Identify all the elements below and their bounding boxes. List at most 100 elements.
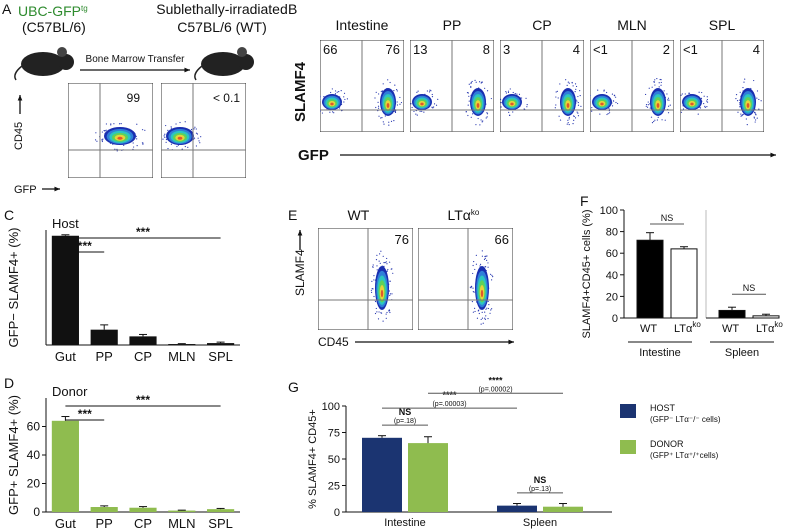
significance-label: ****: [442, 390, 457, 400]
event-dot: [589, 95, 590, 96]
event-dot: [559, 119, 562, 121]
event-dot: [482, 322, 484, 324]
event-dot: [649, 107, 651, 109]
event-dot: [197, 137, 199, 139]
event-dot: [577, 112, 579, 114]
event-dot: [512, 111, 514, 113]
event-dot: [526, 104, 528, 106]
plot-title: WT: [348, 207, 370, 223]
event-dot: [320, 110, 321, 112]
event-dot: [753, 117, 755, 119]
event-dot: [475, 254, 477, 256]
event-dot: [745, 118, 747, 120]
event-dot: [678, 106, 679, 107]
panel-letter: C: [4, 207, 14, 223]
event-dot: [470, 116, 472, 118]
event-dot: [606, 113, 608, 116]
event-dot: [575, 88, 577, 90]
significance-label: ***: [78, 407, 92, 421]
bar: [362, 437, 402, 512]
legend-detail: (GFP⁺ LTα⁺/⁺cells): [650, 451, 719, 460]
event-dot: [497, 103, 498, 104]
event-dot: [375, 259, 378, 261]
event-dot: [386, 311, 388, 314]
event-dot: [736, 100, 739, 102]
event-dot: [317, 94, 318, 95]
x-tick-label: WT: [722, 323, 739, 335]
event-dot: [738, 102, 741, 104]
significance-p: (p=.00002): [478, 386, 512, 393]
event-dot: [343, 96, 345, 98]
event-dot: [162, 138, 164, 140]
event-dot: [706, 101, 709, 103]
event-dot: [344, 98, 346, 101]
bar: [90, 507, 118, 512]
recipient-label: C57BL/6 (WT): [177, 19, 266, 35]
mouse-tail: [194, 65, 203, 81]
event-dot: [525, 97, 527, 99]
y-tick-label: 60: [27, 420, 41, 434]
event-dot: [376, 254, 378, 256]
event-dot: [577, 104, 580, 106]
x-tick-label: Intestine: [384, 517, 426, 529]
x-tick-label: MLN: [168, 349, 195, 364]
event-dot: [514, 92, 516, 95]
event-dot: [574, 117, 577, 119]
event-dot: [704, 105, 706, 107]
event-dot: [512, 91, 514, 94]
event-dot: [415, 113, 417, 115]
event-dot: [486, 112, 488, 114]
event-dot: [389, 294, 391, 297]
event-dot: [474, 79, 476, 81]
y-tick-label: 20: [27, 477, 41, 491]
event-dot: [484, 318, 486, 320]
event-dot: [579, 90, 581, 92]
event-dot: [175, 123, 177, 125]
event-dot: [480, 82, 482, 84]
event-dot: [338, 90, 340, 93]
event-dot: [384, 115, 386, 117]
legend-label: HOST: [650, 403, 676, 413]
event-dot: [378, 260, 380, 262]
flow-plot: [318, 228, 413, 330]
event-dot: [132, 142, 134, 144]
event-dot: [429, 89, 431, 91]
x-tick-label: CP: [134, 349, 152, 364]
event-dot: [142, 143, 144, 145]
event-dot: [413, 110, 415, 113]
panel-letter: A: [2, 1, 12, 17]
event-dot: [482, 120, 484, 122]
event-dot: [472, 287, 474, 289]
event-dot: [378, 93, 380, 95]
event-dot: [495, 104, 496, 105]
event-dot: [743, 81, 745, 83]
y-axis-label: SLAMF4+CD45+ cells (%): [581, 210, 593, 339]
event-dot: [518, 93, 521, 96]
event-dot: [467, 104, 469, 106]
event-dot: [706, 96, 708, 98]
significance-p: (p=.13): [529, 486, 551, 493]
event-dot: [136, 145, 138, 147]
event-dot: [476, 317, 479, 319]
flow-plot: [495, 40, 584, 132]
event-dot: [706, 98, 709, 101]
gate-value: 3: [503, 42, 510, 57]
plot-title: CP: [532, 17, 551, 33]
flow-plot: [68, 83, 153, 178]
plot-title: SPL: [709, 17, 736, 33]
event-dot: [474, 268, 476, 271]
event-dot: [176, 145, 178, 148]
event-dot: [481, 255, 483, 257]
event-dot: [164, 133, 166, 135]
event-dot: [484, 255, 486, 258]
event-dot: [432, 107, 434, 109]
legend-swatch: [620, 440, 636, 454]
event-dot: [591, 107, 593, 109]
x-tick-label: Gut: [55, 516, 76, 531]
event-dot: [396, 90, 398, 92]
event-dot: [382, 83, 384, 85]
event-dot: [753, 79, 755, 82]
event-dot: [417, 90, 419, 92]
event-dot: [157, 139, 158, 140]
event-dot: [394, 111, 396, 113]
